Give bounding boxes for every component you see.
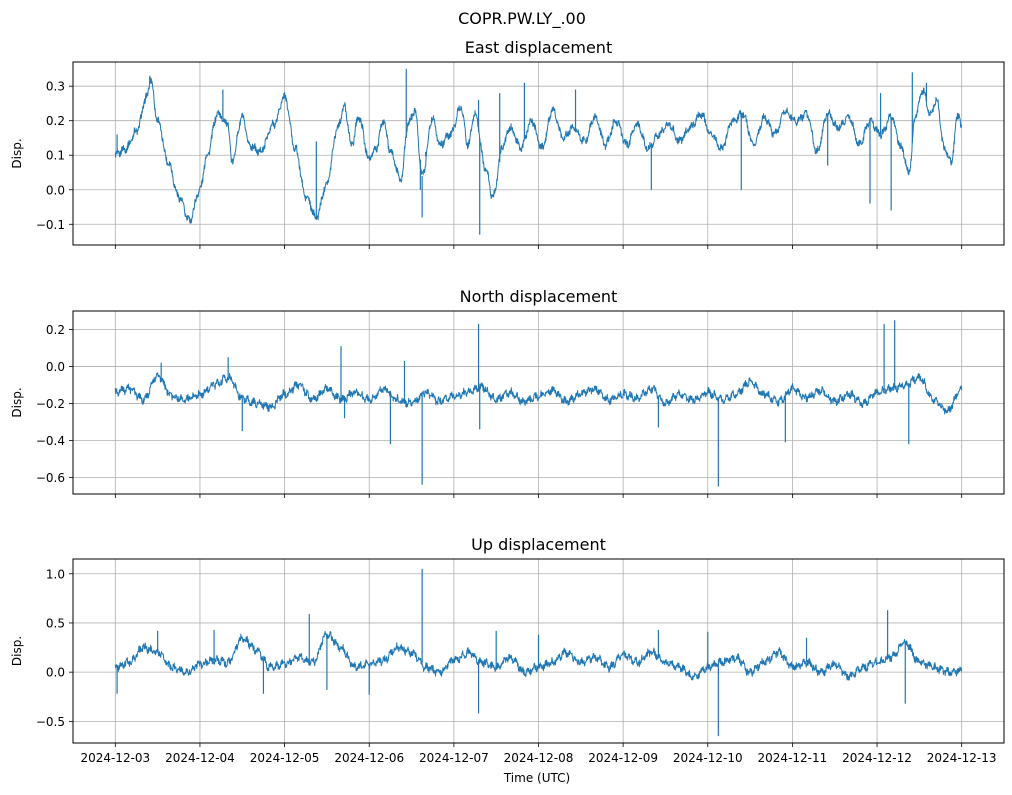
y-tick-label: 0.5 (46, 616, 65, 630)
y-tick-label: 0.0 (46, 360, 65, 374)
y-axis-label: Disp. (10, 387, 24, 417)
x-tick-label: 2024-12-08 (504, 751, 574, 765)
y-tick-label: 0.2 (46, 323, 65, 337)
axes-frame (72, 310, 1005, 495)
x-axis-label: Time (UTC) (503, 771, 570, 785)
y-tick-label: −0.6 (36, 471, 65, 485)
y-axis-label: Disp. (10, 138, 24, 168)
panel-east: −0.1 0.0 0.1 0.2 0.3 East displacement Disp. (10, 38, 1005, 249)
x-tick-label: 2024-12-10 (673, 751, 743, 765)
panel-title: Up displacement (471, 535, 606, 554)
panel-title: East displacement (465, 38, 612, 57)
y-tick-label: 0.1 (46, 149, 65, 163)
y-tick-label: 0.3 (46, 80, 65, 94)
y-tick-label: −0.5 (36, 715, 65, 729)
series-line (114, 630, 963, 681)
axes-frame (72, 558, 1005, 744)
x-tick-label: 2024-12-09 (588, 751, 658, 765)
y-tick-label: 0.0 (46, 183, 65, 197)
panel-title: North displacement (460, 287, 618, 306)
y-tick-label: −0.4 (36, 434, 65, 448)
y-tick-label: 0.2 (46, 114, 65, 128)
series-line (114, 77, 963, 224)
x-tick-label: 2024-12-04 (165, 751, 235, 765)
x-tick-label: 2024-12-11 (758, 751, 828, 765)
y-tick-label: −0.1 (36, 218, 65, 232)
panel-up: −0.5 0.0 0.5 1.0 Up displacement Disp. 2024-12… (10, 535, 1005, 765)
panel-north: −0.6 −0.4 −0.2 0.0 0.2 North displacement Disp… (10, 287, 1005, 498)
x-tick-label: 2024-12-13 (927, 751, 997, 765)
x-tick-label: 2024-12-12 (842, 751, 912, 765)
y-axis-label: Disp. (10, 636, 24, 666)
x-tick-label: 2024-12-03 (80, 751, 150, 765)
axes-frame (72, 61, 1005, 246)
series-line (114, 372, 963, 415)
y-tick-label: 1.0 (46, 567, 65, 581)
x-tick-label: 2024-12-05 (250, 751, 320, 765)
y-tick-label: −0.2 (36, 397, 65, 411)
x-tick-label: 2024-12-06 (334, 751, 404, 765)
figure-title: COPR.PW.LY_.00 (458, 9, 586, 29)
y-tick-label: 0.0 (46, 666, 65, 680)
x-tick-label: 2024-12-07 (419, 751, 489, 765)
